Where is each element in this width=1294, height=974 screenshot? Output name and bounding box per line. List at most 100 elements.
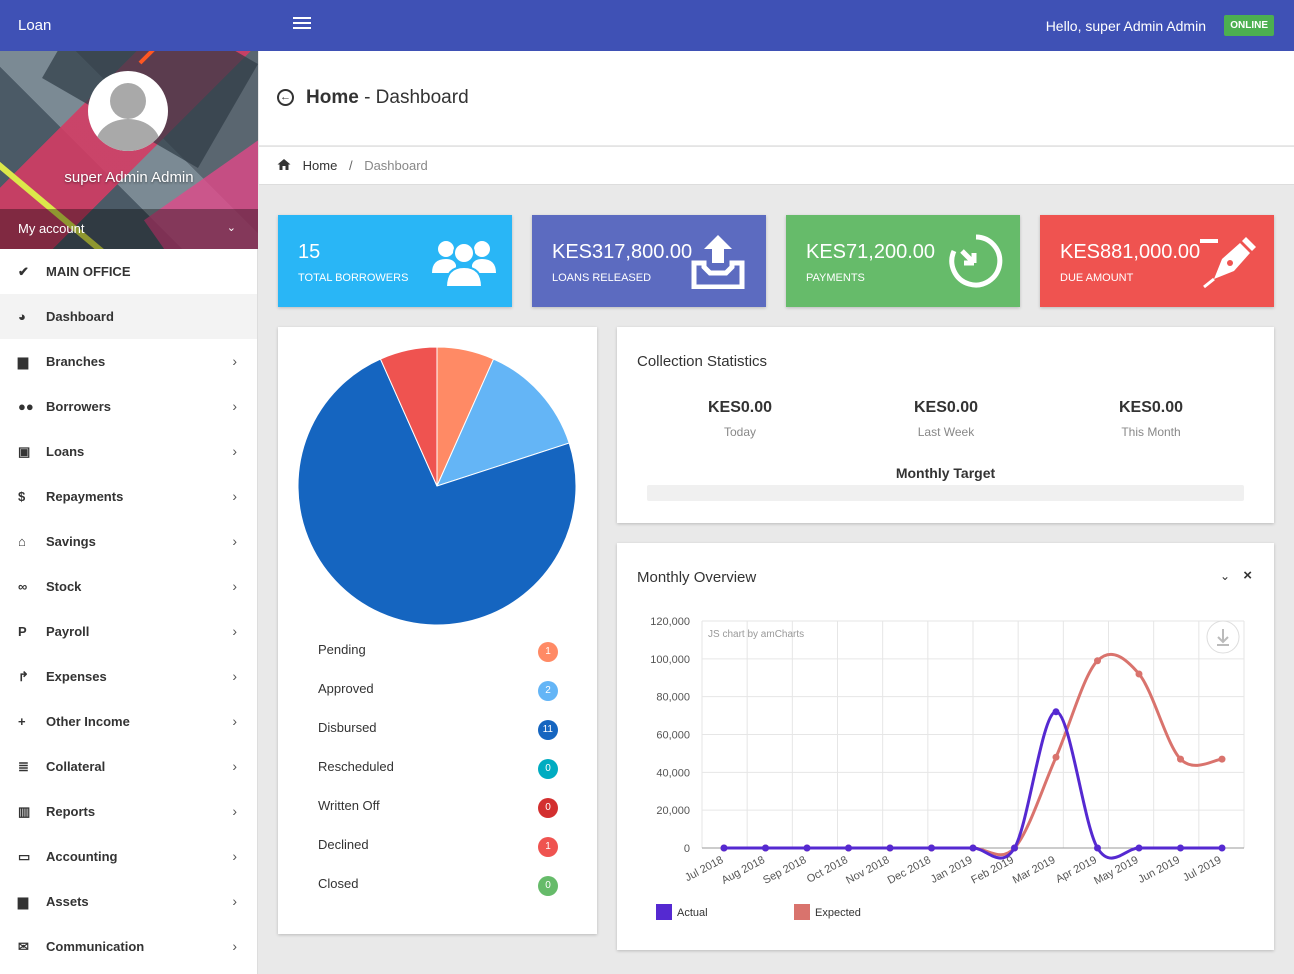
pie-slice-approved[interactable]: [436, 358, 570, 487]
sidebar-item-communication[interactable]: ✉ Communication ›: [0, 924, 257, 969]
y-tick-label: 100,000: [650, 654, 690, 666]
sidebar-item-loans[interactable]: ▣ Loans ›: [0, 429, 257, 474]
data-point-actual[interactable]: [762, 844, 769, 852]
briefcase-icon: ▆: [18, 354, 28, 369]
breadcrumb-current: Dashboard: [364, 158, 428, 173]
avatar[interactable]: [88, 71, 168, 151]
legend-label: Expected: [815, 907, 861, 919]
data-point-expected[interactable]: [1218, 755, 1226, 763]
card-label: DUE AMOUNT: [1060, 272, 1134, 284]
back-arrow-icon[interactable]: ←: [277, 89, 294, 106]
loan-status-pie-chart: [297, 346, 577, 626]
sidebar-item-collateral[interactable]: ≣ Collateral ›: [0, 744, 257, 789]
breadcrumb-home-link[interactable]: Home: [302, 158, 338, 173]
sidebar-item-other-income[interactable]: + Other Income ›: [0, 699, 257, 744]
legend-item-actual[interactable]: Actual: [656, 904, 708, 920]
sidebar-item-repayments[interactable]: $ Repayments ›: [0, 474, 257, 519]
sidebar-item-label: Reports: [46, 804, 96, 819]
data-point-actual[interactable]: [1135, 844, 1143, 852]
legend-label: Declined: [318, 837, 369, 852]
data-point-actual[interactable]: [886, 844, 894, 852]
chevron-right-icon: ›: [232, 533, 237, 549]
loans-released-card[interactable]: KES317,800.00 LOANS RELEASED: [532, 215, 766, 307]
chevron-right-icon: ›: [232, 443, 237, 459]
data-point-actual[interactable]: [1052, 708, 1060, 716]
data-point-actual[interactable]: [1218, 844, 1226, 852]
sidebar: super Admin Admin My account ⌄ ✔ MAIN OFF…: [0, 51, 258, 974]
chevron-down-icon[interactable]: ⌄: [1219, 569, 1230, 583]
card-value: KES317,800.00: [552, 241, 693, 263]
total-borrowers-card[interactable]: 15 TOTAL BORROWERS: [278, 215, 512, 307]
sidebar-item-label: Dashboard: [46, 309, 114, 324]
x-tick-label: Jul 2018: [683, 854, 725, 884]
data-point-actual[interactable]: [803, 844, 811, 852]
chevron-right-icon: ›: [232, 803, 237, 819]
x-tick-label: Mar 2019: [1011, 854, 1058, 886]
sidebar-item-label: Accounting: [46, 849, 118, 864]
inbox-upload-icon: [691, 235, 745, 289]
money-icon: ▣: [18, 444, 31, 459]
close-icon[interactable]: ×: [1243, 567, 1252, 584]
x-tick-label: Oct 2018: [805, 854, 850, 886]
sidebar-item-savings[interactable]: ⌂ Savings ›: [0, 519, 257, 564]
chevron-right-icon: ›: [232, 668, 237, 684]
users-icon: [432, 241, 496, 288]
card-value: 15: [298, 241, 321, 263]
users-icon: ●●: [18, 399, 34, 414]
sidebar-item-accounting[interactable]: ▭ Accounting ›: [0, 834, 257, 879]
sidebar-item-label: Savings: [46, 534, 96, 549]
data-point-actual[interactable]: [845, 844, 852, 852]
sidebar-item-expenses[interactable]: ↱ Expenses ›: [0, 654, 257, 699]
chevron-right-icon: ›: [232, 578, 237, 594]
chevron-right-icon: ›: [232, 488, 237, 504]
card-value: KES881,000.00: [1060, 241, 1201, 263]
chevron-right-icon: ›: [232, 623, 237, 639]
menu-toggle-icon[interactable]: [293, 17, 311, 31]
card-label: LOANS RELEASED: [552, 272, 652, 284]
briefcase-icon: ▆: [18, 894, 28, 909]
data-point-expected[interactable]: [1135, 670, 1143, 678]
pie-slice-declined[interactable]: [379, 346, 438, 487]
chevron-right-icon: ›: [232, 848, 237, 864]
download-icon[interactable]: [1206, 620, 1240, 654]
share-icon: ↱: [18, 669, 29, 684]
sidebar-item-label: Collateral: [46, 759, 106, 774]
sidebar-item-reports[interactable]: ▥ Reports ›: [0, 789, 257, 834]
payments-card[interactable]: KES71,200.00 PAYMENTS: [786, 215, 1020, 307]
pie-slice-disbursed[interactable]: [297, 358, 577, 626]
legend-label: Approved: [318, 681, 374, 696]
data-point-actual[interactable]: [928, 844, 935, 852]
data-point-actual[interactable]: [720, 844, 728, 852]
my-account-toggle[interactable]: My account ⌄: [0, 209, 258, 249]
chevron-right-icon: ›: [232, 893, 237, 909]
user-greeting[interactable]: Hello, super Admin Admin: [1045, 18, 1206, 34]
x-tick-label: Apr 2019: [1054, 854, 1099, 886]
legend-label: Written Off: [318, 798, 380, 813]
clock-arrow-icon: [949, 234, 1003, 288]
data-point-actual[interactable]: [1094, 844, 1101, 852]
sidebar-item-stock[interactable]: ∞ Stock ›: [0, 564, 257, 609]
data-point-expected[interactable]: [1094, 657, 1101, 665]
data-point-actual[interactable]: [969, 844, 977, 852]
data-point-expected[interactable]: [1177, 755, 1184, 763]
stat-this-month: KES0.00 This Month: [1118, 399, 1184, 439]
data-point-actual[interactable]: [1011, 844, 1018, 852]
status-badge: ONLINE: [1224, 15, 1274, 36]
sidebar-item-label: Communication: [46, 939, 145, 954]
sidebar-item-branches[interactable]: ▆ Branches ›: [0, 339, 257, 384]
sidebar-item-payroll[interactable]: P Payroll ›: [0, 609, 257, 654]
due-amount-card[interactable]: KES881,000.00 DUE AMOUNT: [1040, 215, 1274, 307]
data-point-actual[interactable]: [1177, 844, 1184, 852]
brand-name[interactable]: Loan: [18, 17, 52, 34]
chart-watermark[interactable]: JS chart by amCharts: [708, 629, 804, 640]
loan-status-legend-item: Declined 1: [318, 837, 558, 857]
sidebar-item-assets[interactable]: ▆ Assets ›: [0, 879, 257, 924]
legend-item-expected[interactable]: Expected: [794, 904, 861, 920]
loan-status-legend-item: Approved 2: [318, 681, 558, 701]
y-tick-label: 20,000: [656, 805, 690, 817]
series-line-actual[interactable]: [724, 710, 1222, 860]
sidebar-item-borrowers[interactable]: ●● Borrowers ›: [0, 384, 257, 429]
page-title: Home - Dashboard: [306, 87, 469, 108]
sidebar-item-dashboard[interactable]: ◕ Dashboard: [0, 294, 257, 339]
data-point-expected[interactable]: [1052, 753, 1060, 761]
